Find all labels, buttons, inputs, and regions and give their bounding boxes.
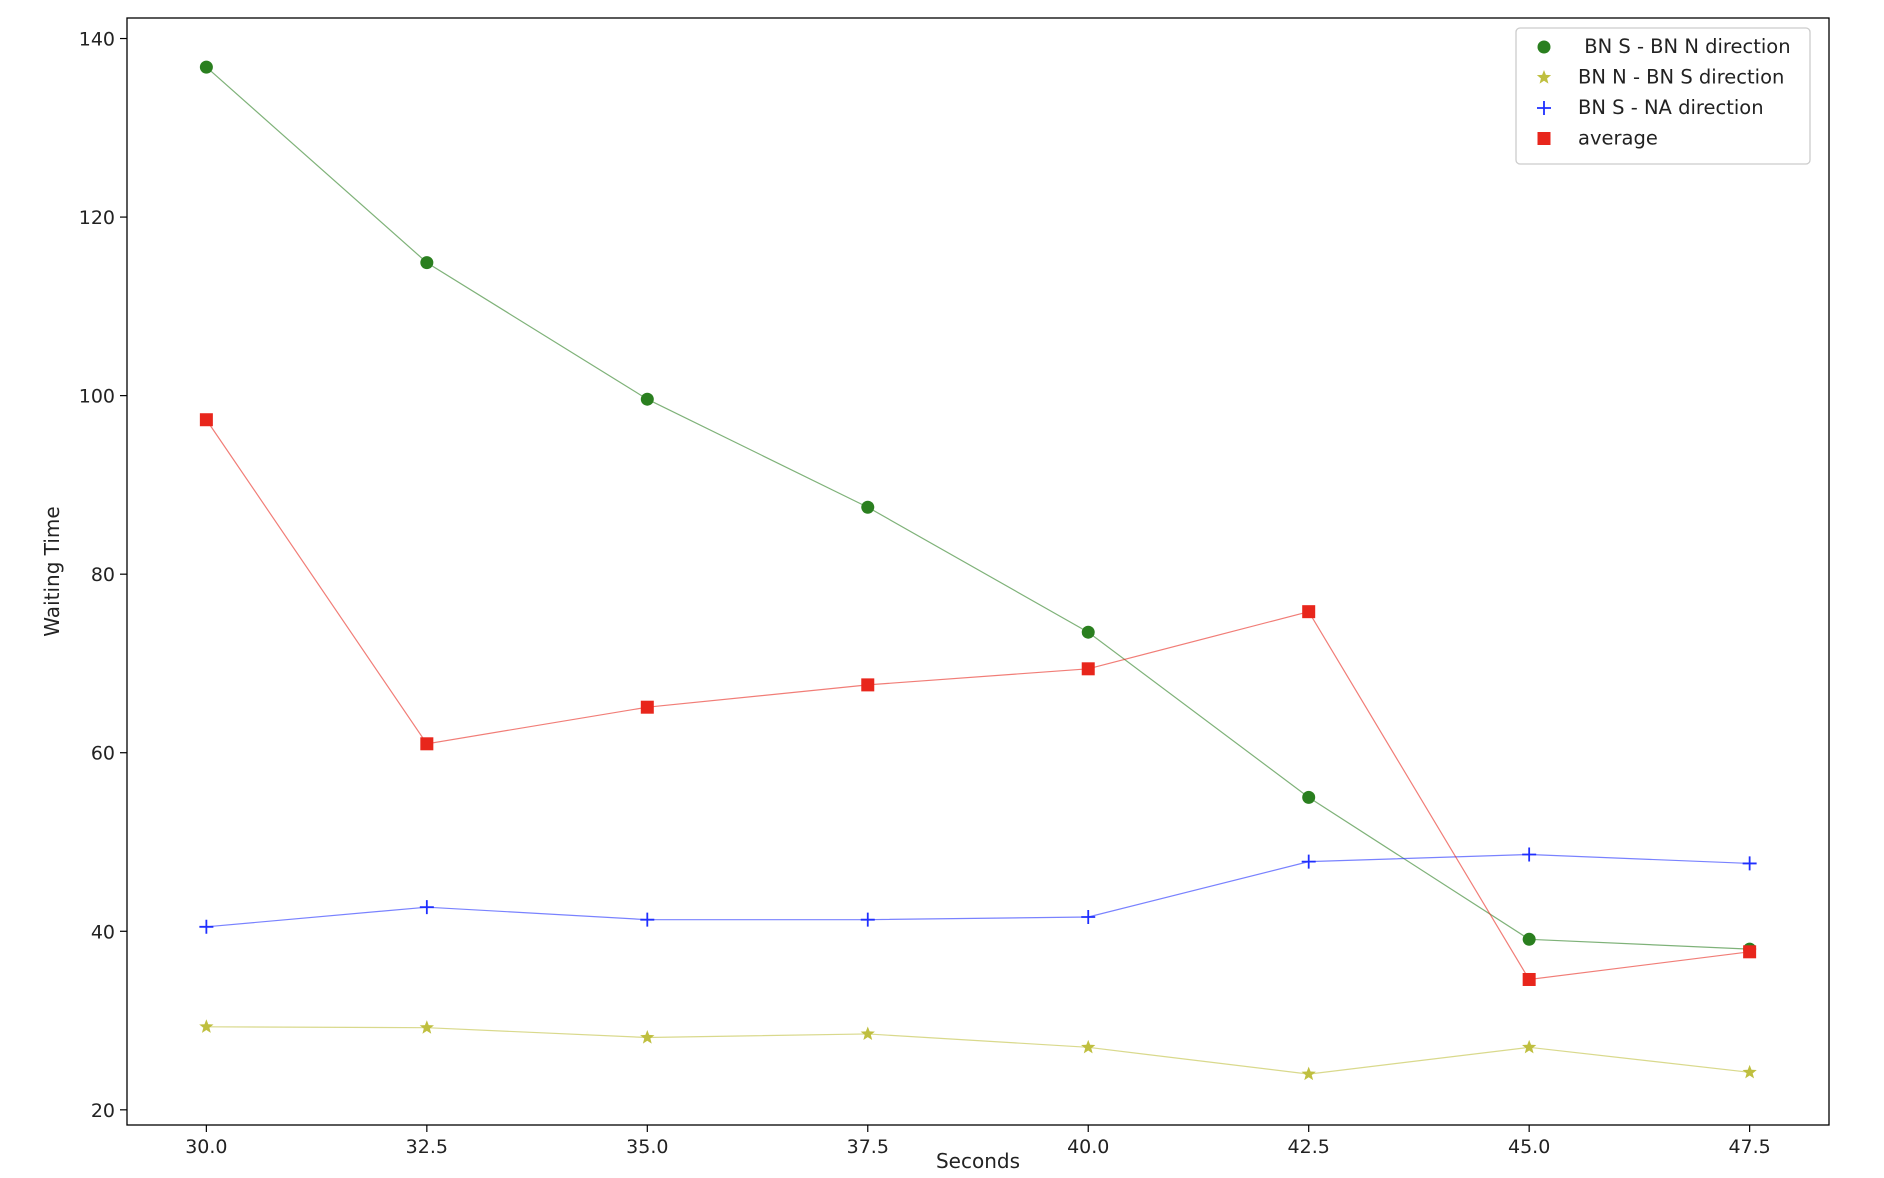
x-tick-label: 30.0 (185, 1136, 227, 1158)
data-point (640, 392, 654, 406)
series-line (205, 419, 1750, 981)
data-point (1081, 625, 1095, 639)
series-4 (199, 413, 1757, 986)
legend-label: BN S - BN N direction (1578, 35, 1791, 58)
data-point (860, 1026, 875, 1041)
data-point (1081, 1039, 1096, 1054)
series-1 (199, 60, 1757, 956)
data-point (1301, 1066, 1316, 1081)
data-point (1743, 945, 1757, 959)
data-point (199, 60, 213, 74)
data-point (640, 700, 654, 714)
data-point (199, 919, 214, 934)
x-tick-label: 35.0 (626, 1136, 668, 1158)
data-point (1302, 790, 1316, 804)
data-point (199, 413, 213, 427)
series-line (206, 853, 1750, 928)
series-2 (199, 1019, 1757, 1081)
data-point (1742, 1064, 1757, 1079)
series-line (206, 1026, 1750, 1075)
x-tick-label: 45.0 (1508, 1136, 1550, 1158)
data-point (419, 1020, 434, 1034)
x-tick-label: 42.5 (1288, 1136, 1330, 1158)
legend-box (1515, 27, 1811, 165)
legend-marker (1537, 132, 1551, 145)
x-tick-label: 40.0 (1067, 1136, 1109, 1158)
data-point (640, 912, 655, 927)
legend-marker (1537, 101, 1551, 115)
legend-label: BN N - BN S direction (1578, 66, 1784, 89)
data-point (860, 912, 875, 927)
series-3 (199, 847, 1757, 934)
legend-item: average (1537, 127, 1658, 150)
data-point (640, 1030, 655, 1044)
legend-label: average (1578, 127, 1658, 150)
data-point (1742, 856, 1757, 871)
legend-label: BN S - NA direction (1578, 96, 1764, 119)
legend-item: BN S - BN N direction (1537, 35, 1791, 58)
data-point (861, 500, 875, 514)
y-tick-label: 80 (91, 564, 115, 586)
y-axis-label: Waiting Time (40, 506, 64, 636)
data-point (419, 900, 434, 915)
legend-item: BN S - NA direction (1537, 96, 1764, 119)
series-layer (199, 60, 1757, 1081)
plot-frame (126, 17, 1830, 1126)
data-point (1301, 854, 1316, 869)
y-tick-label: 120 (79, 207, 115, 229)
axes-layer: 30.0 32.5 35.0 37.5 40.0 42.5 45.0 47.5 20 40 60 80… (79, 29, 1771, 1158)
series-line (205, 66, 1750, 950)
legend-marker (1536, 70, 1552, 84)
legend-item: BN N - BN S direction (1536, 66, 1784, 89)
x-tick-label: 47.5 (1728, 1136, 1770, 1158)
y-tick-label: 20 (91, 1100, 115, 1122)
data-point (420, 737, 434, 751)
data-point (861, 678, 875, 692)
data-point (1522, 972, 1536, 986)
y-tick-label: 60 (91, 743, 115, 765)
y-tick-label: 140 (79, 29, 115, 51)
x-tick-label: 32.5 (406, 1136, 448, 1158)
data-point (1522, 932, 1536, 946)
data-point (1522, 847, 1537, 862)
legend-marker (1537, 40, 1551, 54)
data-point (420, 256, 434, 270)
y-tick-label: 100 (79, 386, 115, 408)
data-point (1081, 909, 1096, 924)
data-point (199, 1019, 214, 1033)
data-point (1302, 605, 1316, 619)
legend: BN S - BN N direction BN N - BN S directi… (1515, 27, 1811, 165)
data-point (1081, 662, 1095, 676)
x-axis-label: Seconds (936, 1149, 1020, 1173)
data-point (1522, 1039, 1537, 1054)
x-tick-label: 37.5 (847, 1136, 889, 1158)
y-tick-label: 40 (91, 921, 115, 943)
